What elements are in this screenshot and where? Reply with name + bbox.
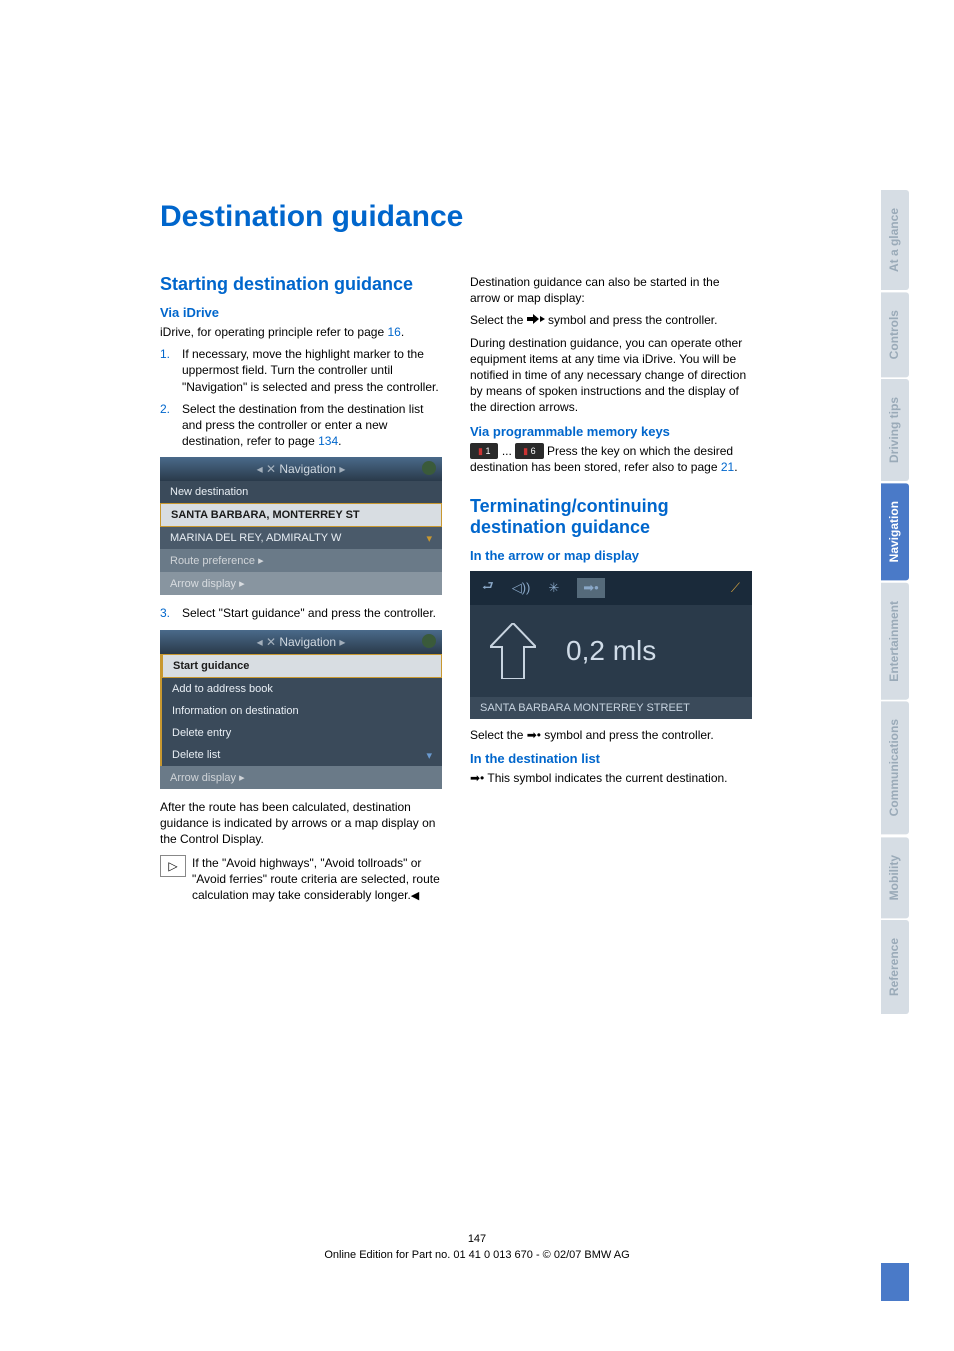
link-21[interactable]: 21 [721,460,734,474]
nav-header-1: ◂ ✕ Navigation ▸ [160,457,442,481]
step-3: 3.Select "Start guidance" and press the … [160,605,442,621]
left-column: Starting destination guidance Via iDrive… [160,274,442,904]
page-title: Destination guidance [160,200,904,234]
heading-via-idrive: Via iDrive [160,305,442,320]
step-list: 1.If necessary, move the highlight marke… [160,346,442,449]
guidance-active-icon: ➡• [577,578,604,598]
step-list-cont: 3.Select "Start guidance" and press the … [160,605,442,621]
idrive-screenshot-1: ◂ ✕ Navigation ▸ New destination SANTA B… [160,457,442,595]
guidance-stop-icon: ➡• [527,728,541,742]
key-6-icon: ▮ 6 [515,443,543,459]
shot1-row2: SANTA BARBARA, MONTERREY ST [160,503,442,527]
shot1-row4: Route preference ▸ [160,549,442,572]
right-p2: Select the symbol and press the controll… [470,312,752,328]
orb-icon [422,461,436,475]
columns: Starting destination guidance Via iDrive… [160,274,904,904]
footer: 147 Online Edition for Part no. 01 41 0 … [0,1233,954,1261]
shot1-row5: Arrow display ▸ [160,572,442,595]
arrow-display-screenshot: ⮐ ◁)) ✳ ➡• ⟋ 0,2 mls SANTA BARBARA MONTE… [470,571,752,719]
heading-starting: Starting destination guidance [160,274,442,295]
guidance-symbol-icon [527,313,545,327]
signal-icon: ⟋ [731,580,740,596]
note-box: ▷ If the "Avoid highways", "Avoid tollro… [160,855,442,904]
back-icon: ⮐ [482,577,494,599]
page-content: Destination guidance Starting destinatio… [0,0,954,954]
shot1-row1: New destination [160,481,442,503]
page-marker [881,1263,909,1301]
heading-arrow-map: In the arrow or map display [470,548,752,563]
footer-text: Online Edition for Part no. 01 41 0 013 … [0,1249,954,1261]
arrow-display-toolbar: ⮐ ◁)) ✳ ➡• ⟋ [470,571,752,605]
page-number: 147 [0,1233,954,1245]
heading-memory-keys: Via programmable memory keys [470,424,752,439]
shot2-row5: Delete list▾ [160,744,442,766]
heading-terminating: Terminating/continuing destination guida… [470,496,752,538]
direction-arrow-icon [490,623,536,679]
note-icon: ▷ [160,855,186,877]
shot2-row4: Delete entry [160,722,442,744]
shot2-row1: Start guidance [160,654,442,678]
right-p4: Select the ➡• symbol and press the contr… [470,727,752,743]
step-2: 2.Select the destination from the destin… [160,401,442,450]
right-column: Destination guidance can also be started… [470,274,752,904]
arrow-display-main: 0,2 mls [470,605,752,697]
orb-icon [422,634,436,648]
shot1-row3: MARINA DEL REY, ADMIRALTY W▾ [160,527,442,549]
link-134[interactable]: 134 [318,434,338,448]
after-route-text: After the route has been calculated, des… [160,799,442,848]
shot2-row2: Add to address book [160,678,442,700]
distance-value: 0,2 mls [566,635,656,667]
satellite-icon: ✳ [548,580,559,596]
idrive-intro: iDrive, for operating principle refer to… [160,324,442,340]
memory-keys-text: ▮ 1 ... ▮ 6 Press the key on which the d… [470,443,752,476]
note-text: If the "Avoid highways", "Avoid tollroad… [192,855,442,904]
right-p1: Destination guidance can also be started… [470,274,752,306]
arrow-display-street: SANTA BARBARA MONTERREY STREET [470,697,752,719]
right-p3: During destination guidance, you can ope… [470,335,752,416]
shot2-row6: Arrow display ▸ [160,766,442,789]
idrive-screenshot-2: ◂ ✕ Navigation ▸ Start guidance Add to a… [160,630,442,789]
voice-icon: ◁)) [512,580,531,596]
link-16[interactable]: 16 [387,325,400,339]
right-p5: ➡• This symbol indicates the current des… [470,770,752,786]
nav-header-2: ◂ ✕ Navigation ▸ [160,630,442,654]
heading-dest-list: In the destination list [470,751,752,766]
step-1: 1.If necessary, move the highlight marke… [160,346,442,395]
current-dest-icon: ➡• [470,771,484,785]
key-1-icon: ▮ 1 [470,443,498,459]
shot2-row3: Information on destination [160,700,442,722]
